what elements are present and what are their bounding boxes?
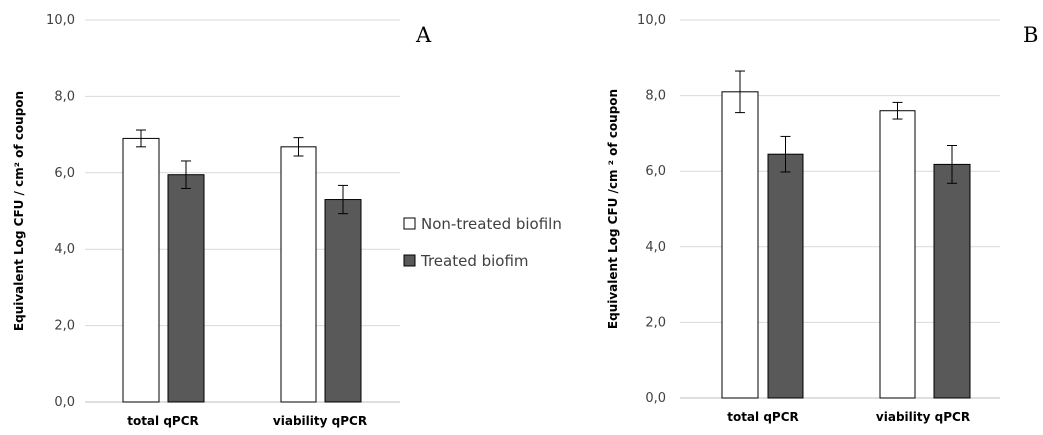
y-tick-label: 0,0 — [54, 395, 75, 410]
x-category-label: total qPCR — [727, 410, 799, 424]
y-tick-label: 4,0 — [645, 240, 666, 255]
legend-swatch-treated — [403, 254, 416, 267]
bar-treated-total — [767, 153, 804, 399]
bar-treated-viability — [933, 163, 971, 399]
error-bar — [947, 144, 957, 184]
y-tick-label: 0,0 — [645, 391, 666, 406]
legend-swatch-non-treated — [403, 217, 416, 230]
error-bar — [780, 135, 791, 173]
error-bar — [136, 129, 146, 148]
bar-treated-viability — [324, 199, 362, 403]
bar-non-treated-viability — [879, 110, 916, 399]
y-tick-label: 8,0 — [645, 89, 666, 104]
bar-treated-total — [167, 174, 205, 403]
legend-label-non-treated: Non-treated biofiln — [421, 215, 562, 233]
x-category-label: total qPCR — [127, 414, 199, 428]
bar-non-treated-total — [721, 91, 759, 399]
y-axis-label: Equivalent Log CFU / cm² of coupon — [12, 91, 26, 331]
y-tick-label: 6,0 — [645, 164, 666, 179]
error-bar — [181, 160, 191, 189]
y-tick-label: 2,0 — [645, 315, 666, 330]
y-tick-label: 10,0 — [637, 13, 666, 28]
y-tick-label: 6,0 — [54, 166, 75, 181]
y-tick-label: 2,0 — [54, 319, 75, 334]
error-bar — [892, 101, 903, 120]
chart-panel-a: A 0,0 2,0 4,0 6,0 8,0 10,0 total qPCR viability… — [12, 13, 432, 428]
panel-label-b: B — [1023, 23, 1038, 47]
bar-non-treated-total — [122, 137, 160, 403]
error-bar — [338, 184, 348, 215]
bar-non-treated-viability — [280, 146, 317, 403]
y-tick-label: 4,0 — [54, 242, 75, 257]
legend-label-treated: Treated biofim — [420, 252, 529, 270]
y-tick-label: 10,0 — [46, 13, 75, 28]
error-bar — [735, 70, 745, 114]
chart-panel-b: B 0,0 2,0 4,0 6,0 8,0 10,0 total qPCR viability… — [606, 13, 1038, 424]
panel-label-a: A — [415, 23, 432, 47]
error-bar — [293, 137, 304, 157]
x-category-label: viability qPCR — [876, 410, 970, 424]
y-axis-label: Equivalent Log CFU /cm ² of coupon — [606, 89, 620, 329]
legend: Non-treated biofiln Treated biofim — [403, 215, 562, 270]
x-category-label: viability qPCR — [273, 414, 367, 428]
y-tick-label: 8,0 — [54, 89, 75, 104]
